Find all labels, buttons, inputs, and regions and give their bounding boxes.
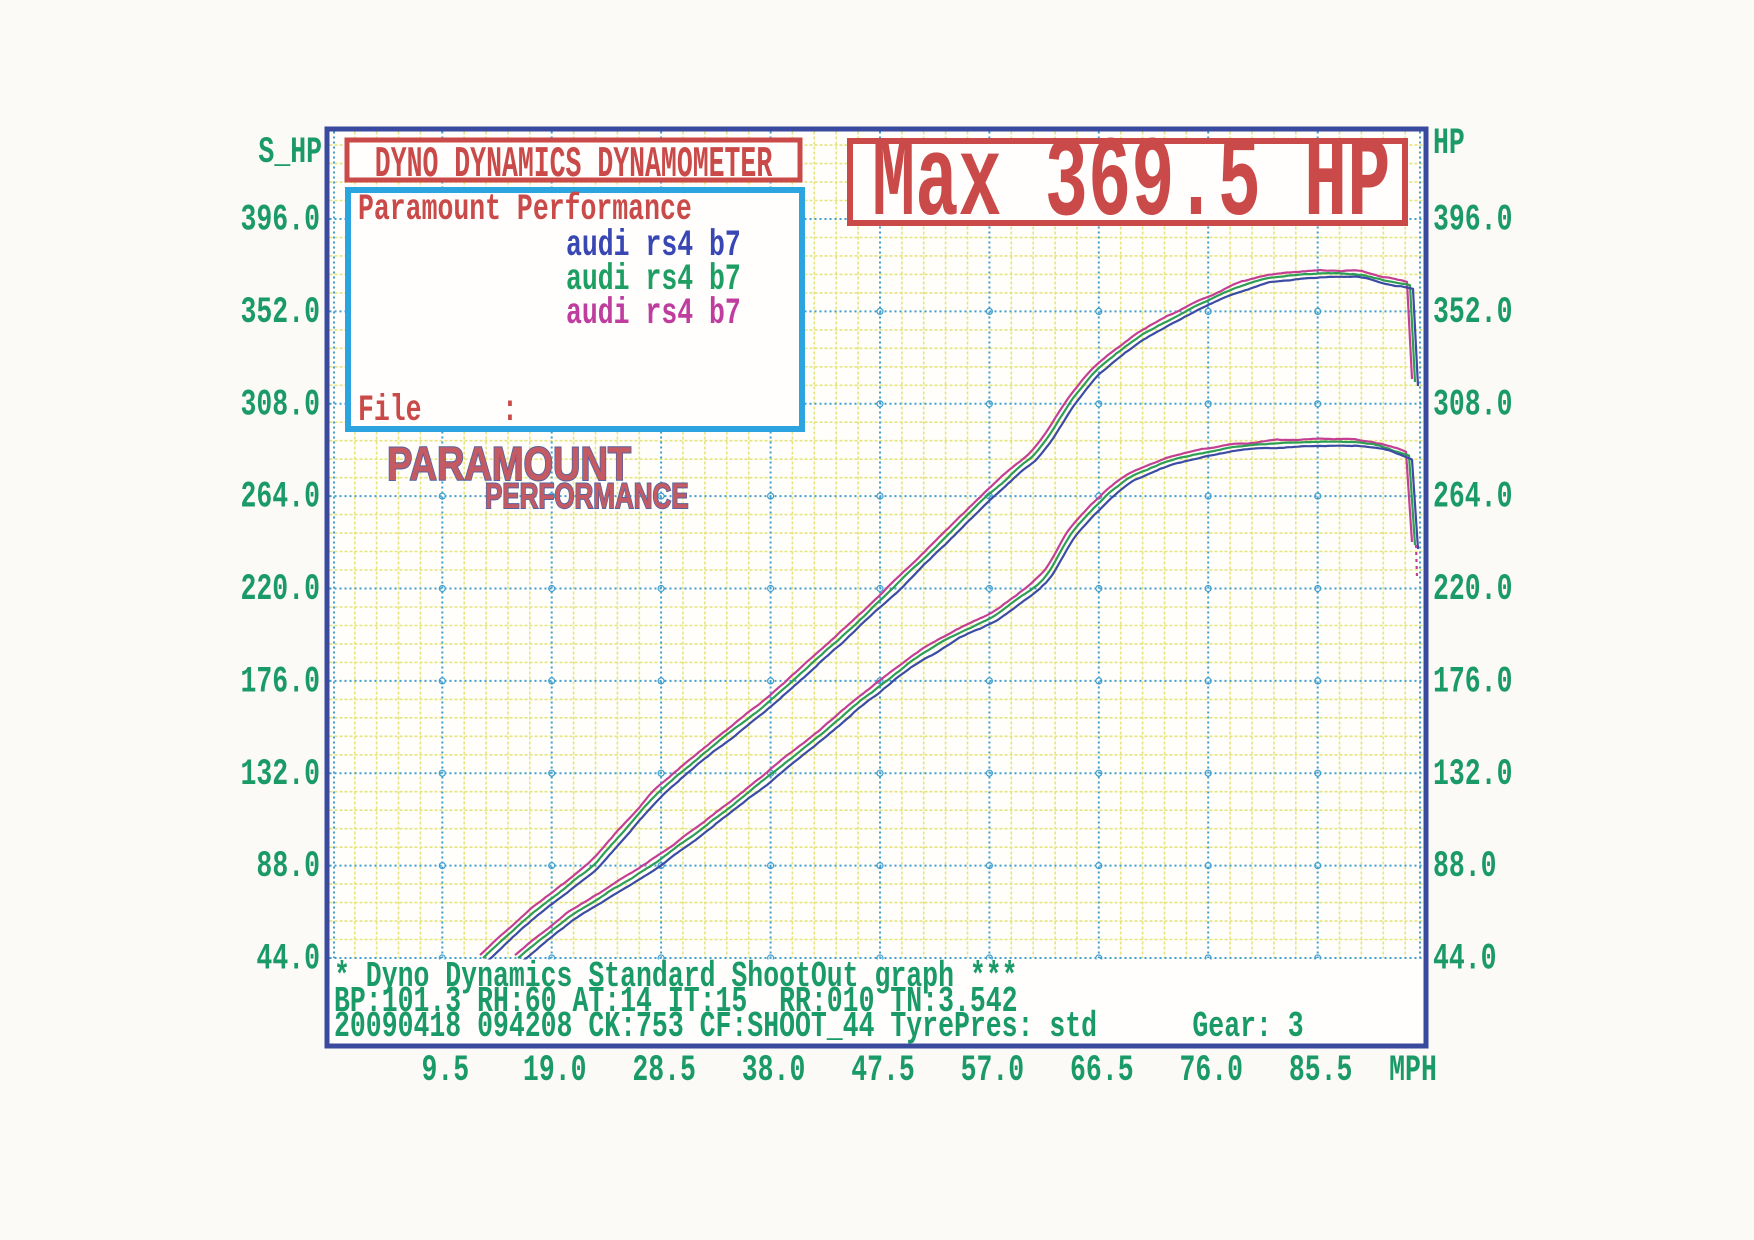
- svg-text:44.0: 44.0: [256, 937, 320, 980]
- svg-text:BP:101.3 RH:60 AT:14 IT:15 RR: BP:101.3 RH:60 AT:14 IT:15 RR:010 TN:3.5…: [334, 983, 1018, 1023]
- svg-text:19.0: 19.0: [523, 1049, 587, 1092]
- svg-text:Max 369.5 HP: Max 369.5 HP: [872, 120, 1390, 249]
- svg-text:308.0: 308.0: [241, 383, 320, 426]
- svg-text:396.0: 396.0: [1433, 198, 1512, 241]
- svg-text:308.0: 308.0: [1433, 383, 1512, 426]
- svg-text:66.5: 66.5: [1070, 1049, 1134, 1092]
- svg-text:* Dyno Dynamics Standard Shoot: * Dyno Dynamics Standard ShootOut graph …: [334, 958, 1018, 998]
- svg-text:9.5: 9.5: [421, 1049, 469, 1092]
- svg-text:396.0: 396.0: [241, 198, 320, 241]
- svg-text::: :: [502, 389, 518, 432]
- svg-text:88.0: 88.0: [256, 845, 320, 888]
- svg-text:38.0: 38.0: [742, 1049, 806, 1092]
- svg-text:PARAMOUNT: PARAMOUNT: [387, 438, 631, 491]
- svg-text:176.0: 176.0: [241, 660, 320, 703]
- svg-text:220.0: 220.0: [1433, 568, 1512, 611]
- svg-text:132.0: 132.0: [1433, 753, 1512, 796]
- svg-text:220.0: 220.0: [241, 568, 320, 611]
- svg-text:264.0: 264.0: [241, 476, 320, 519]
- svg-text:DYNO DYNAMICS DYNAMOMETER: DYNO DYNAMICS DYNAMOMETER: [375, 140, 773, 190]
- svg-text:20090418 094208 CK:753 CF:SHOO: 20090418 094208 CK:753 CF:SHOOT_44 TyreP…: [334, 1008, 1304, 1048]
- svg-text:176.0: 176.0: [1433, 660, 1512, 703]
- svg-text:28.5: 28.5: [632, 1049, 696, 1092]
- svg-text:audi rs4 b7: audi rs4 b7: [566, 224, 741, 267]
- svg-text:352.0: 352.0: [1433, 291, 1512, 334]
- svg-text:44.0: 44.0: [1433, 937, 1497, 980]
- svg-text:MPH: MPH: [1389, 1049, 1437, 1092]
- svg-text:88.0: 88.0: [1433, 845, 1497, 888]
- svg-text:PERFORMANCE: PERFORMANCE: [485, 476, 689, 516]
- svg-text:57.0: 57.0: [961, 1049, 1025, 1092]
- svg-text:352.0: 352.0: [241, 291, 320, 334]
- svg-text:264.0: 264.0: [1433, 476, 1512, 519]
- svg-text:47.5: 47.5: [851, 1049, 915, 1092]
- svg-text:HP: HP: [1433, 122, 1465, 165]
- svg-text:85.5: 85.5: [1289, 1049, 1353, 1092]
- svg-text:S_HP: S_HP: [258, 131, 322, 174]
- svg-text:audi rs4 b7: audi rs4 b7: [566, 292, 741, 335]
- svg-text:File: File: [358, 389, 422, 432]
- svg-text:audi rs4 b7: audi rs4 b7: [566, 258, 741, 301]
- svg-text:Paramount Performance: Paramount Performance: [358, 188, 692, 231]
- svg-text:132.0: 132.0: [241, 753, 320, 796]
- svg-text:76.0: 76.0: [1179, 1049, 1243, 1092]
